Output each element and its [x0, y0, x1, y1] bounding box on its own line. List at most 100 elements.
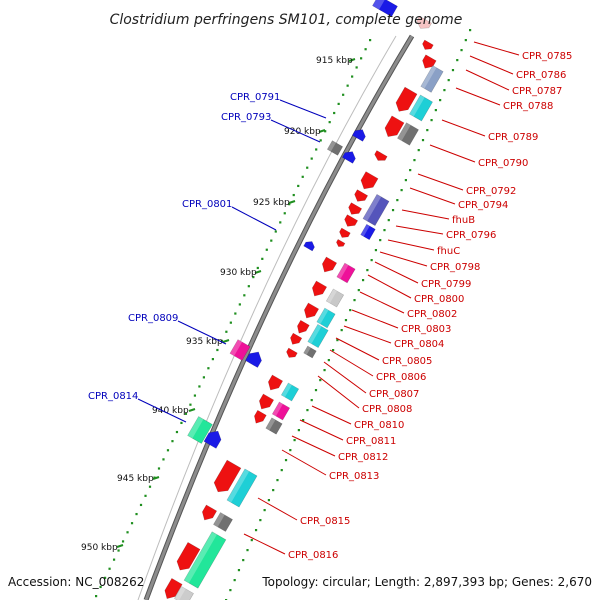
- genome-backbone: [137, 34, 415, 600]
- tick-dot: [103, 576, 107, 579]
- tick-label: 930 kbp: [220, 268, 257, 278]
- gene-label-forward[interactable]: CPR_0787: [512, 86, 562, 97]
- tick-dot: [344, 319, 348, 322]
- gene-label-reverse[interactable]: CPR_0814: [88, 391, 138, 402]
- gene-block: [307, 323, 329, 349]
- gene-block: [316, 307, 336, 329]
- tick-dot: [319, 139, 322, 142]
- gene-arrow: [297, 319, 310, 334]
- tick-dot: [439, 99, 442, 102]
- gene-label-forward[interactable]: CPR_0816: [288, 550, 338, 561]
- major-tick: [116, 544, 124, 548]
- gene-label-forward[interactable]: CPR_0796: [446, 230, 496, 241]
- gene-label-forward[interactable]: CPR_0794: [458, 200, 508, 211]
- gene-label-forward[interactable]: CPR_0792: [466, 186, 516, 197]
- tick-dot: [292, 193, 295, 197]
- tick-dot: [409, 169, 412, 172]
- gene-label-forward[interactable]: CPR_0790: [478, 158, 528, 169]
- gene-label-forward[interactable]: CPR_0803: [401, 324, 451, 335]
- tick-dot: [323, 369, 326, 372]
- gene-arrow: [312, 280, 328, 297]
- gene-label-forward[interactable]: CPR_0810: [354, 420, 404, 431]
- gene-label-forward[interactable]: CPR_0815: [300, 516, 350, 527]
- tick-dot: [306, 166, 309, 169]
- tick-dot: [413, 159, 416, 162]
- gene-label-reverse[interactable]: CPR_0791: [230, 92, 280, 103]
- tick-dot: [276, 479, 279, 482]
- gene-block: [213, 512, 233, 532]
- gene-label-forward[interactable]: CPR_0785: [522, 51, 572, 62]
- gene-label-forward[interactable]: fhuC: [437, 246, 460, 257]
- tick-dot: [243, 294, 246, 297]
- tick-dot: [229, 321, 232, 324]
- gene-label-forward[interactable]: CPR_0786: [516, 70, 566, 81]
- gene-arrow: [203, 430, 222, 449]
- tick-dot: [144, 494, 147, 497]
- gene-label-forward[interactable]: CPR_0808: [362, 404, 412, 415]
- gene-label-forward[interactable]: CPR_0789: [488, 132, 538, 143]
- gene-block: [183, 531, 227, 589]
- gene-label-forward[interactable]: CPR_0788: [503, 101, 553, 112]
- tick-dot: [252, 275, 255, 279]
- tick-dot: [193, 394, 197, 397]
- tick-dot: [247, 285, 250, 288]
- inner-tick-row: [225, 29, 472, 600]
- tick-label: 935 kbp: [186, 337, 223, 347]
- gene-label-forward[interactable]: CPR_0813: [329, 471, 379, 482]
- gene-label-forward[interactable]: CPR_0807: [369, 389, 419, 400]
- gene-block: [372, 0, 398, 18]
- tick-dot: [242, 559, 245, 562]
- tick-dot: [417, 149, 420, 152]
- gene-label-forward[interactable]: CPR_0812: [338, 452, 388, 463]
- tick-dot: [369, 39, 372, 42]
- gene-arrow: [286, 347, 298, 358]
- tick-dot: [355, 66, 358, 69]
- gene-arrow: [322, 256, 338, 273]
- tick-dot: [198, 385, 201, 388]
- tick-dot: [283, 212, 286, 215]
- tick-dot: [263, 509, 266, 512]
- tick-dot: [117, 549, 120, 552]
- tick-dot: [157, 467, 161, 470]
- gene-label-forward[interactable]: CPR_0806: [376, 372, 426, 383]
- gene-arrow: [176, 542, 201, 571]
- gene-label-reverse[interactable]: CPR_0801: [182, 199, 232, 210]
- tick-dot: [370, 259, 373, 262]
- gene-label-forward[interactable]: CPR_0802: [407, 309, 457, 320]
- tick-marks: 915 kbp 920 kbp 925 kbp 930 kbp 935 kbp 940 k…: [81, 29, 472, 600]
- gene-block: [420, 65, 444, 93]
- tick-dot: [430, 119, 433, 122]
- gene-block: [265, 417, 283, 435]
- gene-label-reverse[interactable]: CPR_0809: [128, 313, 178, 324]
- tick-dot: [421, 139, 425, 142]
- tick-dot: [99, 585, 102, 589]
- tick-dot: [333, 111, 336, 115]
- tick-dot: [379, 239, 382, 242]
- gene-label-forward[interactable]: CPR_0804: [394, 339, 444, 350]
- leader-line: [379, 251, 428, 267]
- tick-dot: [302, 419, 305, 422]
- gene-label-forward[interactable]: CPR_0799: [421, 279, 471, 290]
- tick-dot: [267, 499, 271, 502]
- major-tick: [318, 129, 326, 133]
- leader-line: [279, 99, 327, 119]
- gene-label-reverse[interactable]: CPR_0793: [221, 112, 271, 123]
- gene-arrow: [351, 129, 366, 142]
- gene-label-forward[interactable]: CPR_0811: [346, 436, 396, 447]
- leader-line: [359, 291, 405, 314]
- tick-dot: [456, 59, 459, 62]
- gene-label-forward[interactable]: CPR_0798: [430, 262, 480, 273]
- gene-arrow: [341, 151, 356, 164]
- gene-arrow: [164, 577, 183, 599]
- tick-label: 945 kbp: [117, 474, 154, 484]
- gene-label-forward[interactable]: CPR_0800: [414, 294, 464, 305]
- tick-dot: [229, 589, 232, 592]
- gene-label-forward[interactable]: fhuB: [452, 215, 475, 226]
- tick-dot: [297, 429, 300, 432]
- gene-label-forward[interactable]: CPR_0805: [382, 356, 432, 367]
- gene-block: [303, 345, 317, 359]
- leader-line: [335, 337, 380, 361]
- gene-arrow: [202, 504, 218, 521]
- gene-arrow: [290, 332, 303, 345]
- leader-line: [299, 419, 344, 441]
